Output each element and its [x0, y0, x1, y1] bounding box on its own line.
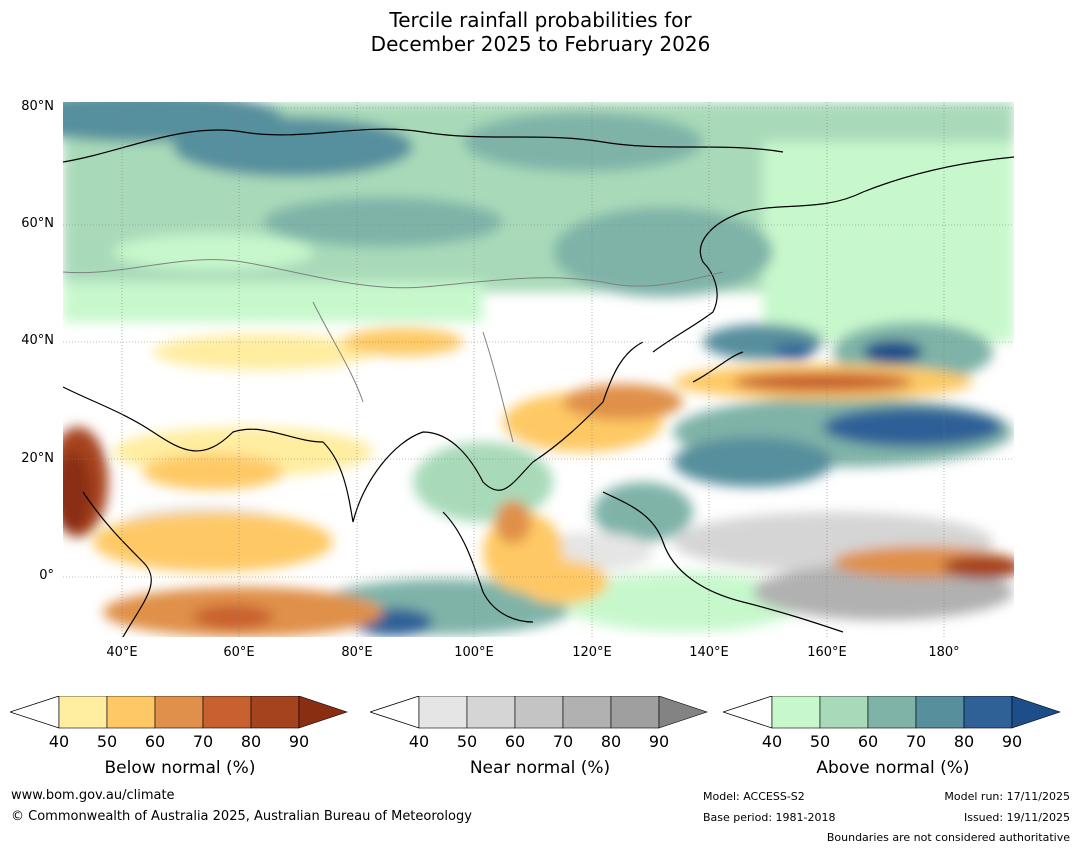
below-tick-40: 40 — [48, 732, 70, 751]
boundaries-disclaimer: Boundaries are not considered authoritat… — [826, 831, 1070, 844]
near-normal-title: Near normal (%) — [469, 758, 611, 778]
lon-label-160e: 160°E — [807, 645, 847, 660]
copyright-text: © Commonwealth of Australia 2025, Austra… — [11, 809, 472, 824]
near-swatch-50 — [466, 696, 516, 729]
lon-label-180: 180° — [928, 645, 960, 660]
above-tick-60: 60 — [857, 732, 879, 751]
title-line-1: Tercile rainfall probabilities for — [389, 8, 692, 32]
above-extend-high — [1011, 696, 1061, 729]
near-tick-80: 80 — [600, 732, 622, 751]
below-normal-title: Below normal (%) — [104, 758, 256, 778]
below-swatch-40 — [58, 696, 108, 729]
above-swatch-40 — [771, 696, 821, 729]
lat-label-0: 0° — [39, 568, 54, 583]
near-extend-high — [658, 696, 708, 729]
near-extend-low — [370, 696, 420, 729]
above-swatch-70 — [915, 696, 965, 729]
graticule — [63, 102, 1014, 637]
lon-label-40e: 40°E — [106, 645, 138, 660]
below-extend-low — [10, 696, 60, 729]
lon-label-120e: 120°E — [572, 645, 612, 660]
above-swatch-50 — [819, 696, 869, 729]
below-swatch-80 — [250, 696, 300, 729]
below-extend-high — [298, 696, 348, 729]
chart-title: Tercile rainfall probabilities for Decem… — [0, 8, 1081, 56]
lat-label-60n: 60°N — [21, 216, 54, 231]
lon-label-60e: 60°E — [223, 645, 255, 660]
below-swatch-50 — [106, 696, 156, 729]
near-tick-50: 50 — [456, 732, 478, 751]
rainfall-probability-map — [63, 102, 1014, 637]
lon-label-140e: 140°E — [689, 645, 729, 660]
above-swatch-60 — [867, 696, 917, 729]
near-tick-90: 90 — [648, 732, 670, 751]
below-tick-70: 70 — [192, 732, 214, 751]
near-swatch-70 — [562, 696, 612, 729]
above-tick-90: 90 — [1001, 732, 1023, 751]
below-tick-60: 60 — [144, 732, 166, 751]
website-link[interactable]: www.bom.gov.au/climate — [11, 788, 175, 803]
near-swatch-60 — [514, 696, 564, 729]
above-normal-title: Above normal (%) — [816, 758, 970, 778]
issued-text: Issued: 19/11/2025 — [963, 811, 1070, 824]
probability-fields — [63, 102, 1014, 637]
below-tick-50: 50 — [96, 732, 118, 751]
near-swatch-80 — [610, 696, 660, 729]
near-normal-colorbar — [370, 696, 708, 729]
below-swatch-70 — [202, 696, 252, 729]
title-line-2: December 2025 to February 2026 — [370, 32, 711, 56]
model-run-text: Model run: 17/11/2025 — [944, 790, 1070, 803]
above-swatch-80 — [963, 696, 1013, 729]
below-tick-90: 90 — [288, 732, 310, 751]
above-tick-50: 50 — [809, 732, 831, 751]
below-tick-80: 80 — [240, 732, 262, 751]
above-tick-40: 40 — [761, 732, 783, 751]
lon-label-80e: 80°E — [341, 645, 373, 660]
base-period-text: Base period: 1981-2018 — [703, 811, 836, 824]
lat-label-20n: 20°N — [21, 451, 54, 466]
near-tick-40: 40 — [408, 732, 430, 751]
above-extend-low — [723, 696, 773, 729]
below-swatch-60 — [154, 696, 204, 729]
near-swatch-40 — [418, 696, 468, 729]
above-normal-colorbar — [723, 696, 1061, 729]
near-tick-70: 70 — [552, 732, 574, 751]
lon-label-100e: 100°E — [454, 645, 494, 660]
above-tick-70: 70 — [905, 732, 927, 751]
model-text: Model: ACCESS-S2 — [703, 790, 805, 803]
above-tick-80: 80 — [953, 732, 975, 751]
below-normal-colorbar — [10, 696, 348, 729]
near-tick-60: 60 — [504, 732, 526, 751]
coastlines — [63, 128, 1014, 637]
lat-label-80n: 80°N — [21, 99, 54, 114]
lat-label-40n: 40°N — [21, 333, 54, 348]
